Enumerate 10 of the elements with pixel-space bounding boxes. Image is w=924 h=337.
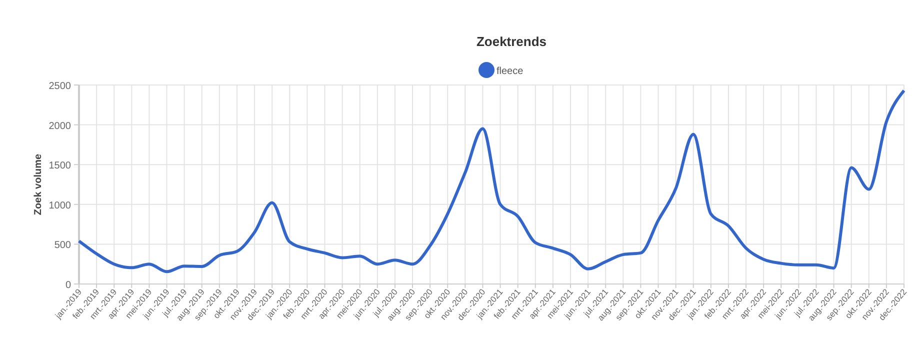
y-tick-label: 1000 [48, 200, 72, 212]
y-tick-label: 500 [54, 240, 72, 252]
y-axis-title: Zoek volume [33, 154, 44, 216]
chart-title: Zoektrends [476, 34, 547, 49]
y-tick-label: 0 [65, 280, 72, 291]
y-tick-label: 2500 [48, 81, 72, 92]
legend-label: fleece [496, 66, 524, 77]
y-tick-label: 1500 [48, 160, 72, 172]
y-tick-label: 2000 [48, 120, 72, 132]
line-series [78, 89, 906, 274]
